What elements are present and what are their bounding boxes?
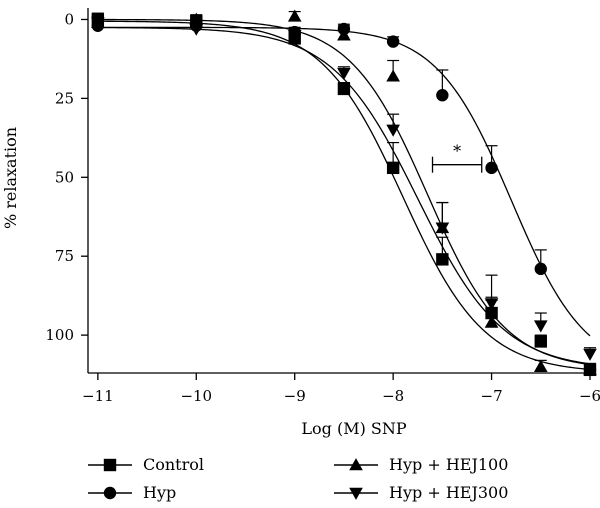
point-circle: [436, 89, 449, 102]
legend-label: Hyp + HEJ300: [389, 483, 508, 502]
point-triangle-up: [583, 363, 597, 376]
point-triangle-up: [337, 28, 351, 41]
point-triangle-up: [189, 12, 204, 25]
y-tick-label: 25: [55, 89, 74, 107]
error-bars: [91, 10, 596, 370]
legend: Control Hyp Hyp + HEJ100 Hyp + HEJ300: [88, 455, 508, 502]
x-tick-label: −7: [481, 387, 503, 405]
point-triangle-up: [533, 359, 548, 372]
point-triangle-down: [435, 222, 450, 235]
point-square: [485, 306, 498, 320]
point-circle: [386, 35, 400, 48]
x-tick-label: −9: [284, 387, 306, 405]
point-square: [386, 161, 400, 175]
point-triangle-down: [189, 23, 204, 36]
point-triangle-down: [484, 298, 499, 311]
legend-marker-circle: [103, 486, 117, 500]
legend-label: Hyp: [143, 483, 176, 502]
y-tick-label: 50: [55, 168, 74, 186]
data-points: [91, 9, 597, 377]
legend-label: Control: [143, 455, 204, 474]
x-tick-label: −8: [382, 387, 404, 405]
point-circle: [485, 161, 498, 175]
point-circle: [534, 262, 547, 276]
x-tick-label: −6: [579, 387, 600, 405]
x-axis-label: Log (M) SNP: [301, 419, 407, 438]
y-axis-label: % relaxation: [1, 127, 20, 229]
point-triangle-down: [583, 348, 597, 361]
x-tick-label: −10: [180, 387, 212, 405]
point-square: [436, 253, 449, 266]
point-triangle-down: [337, 67, 351, 80]
legend-label: Hyp + HEJ100: [389, 455, 508, 474]
fit-curve-3: [97, 18, 591, 366]
point-square: [337, 82, 351, 96]
point-triangle-up: [386, 69, 400, 82]
legend-marker-square: [103, 458, 117, 472]
point-triangle-down: [386, 124, 400, 137]
x-tick-label: −11: [82, 387, 114, 405]
point-triangle-up: [287, 9, 302, 22]
y-tick-label: 0: [64, 10, 74, 28]
point-triangle-up: [484, 315, 499, 328]
axes: 0 25 50 75 100 −11 −10 −9 −8 −7 −6: [45, 8, 600, 405]
significance-annotation: *: [431, 142, 483, 173]
point-triangle-down: [91, 17, 105, 30]
significance-star: *: [453, 142, 461, 161]
legend-marker-triangle-down: [349, 487, 363, 500]
y-tick-label: 100: [45, 326, 74, 344]
point-triangle-down: [287, 29, 302, 43]
point-square: [534, 335, 547, 348]
point-triangle-down: [533, 320, 548, 333]
y-tick-label: 75: [55, 247, 74, 265]
legend-marker-triangle-up: [349, 458, 363, 471]
